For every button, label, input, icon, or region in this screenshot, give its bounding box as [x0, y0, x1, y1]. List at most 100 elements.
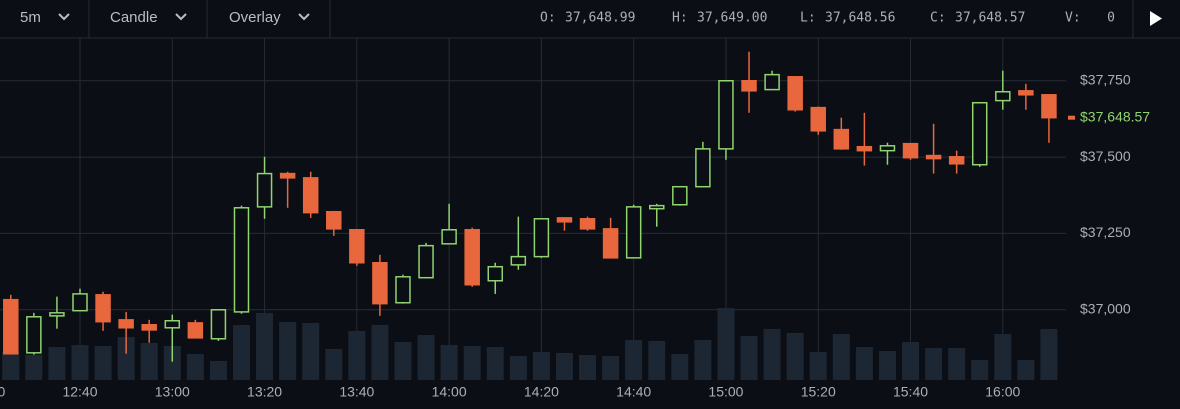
candle-body: [833, 128, 850, 150]
volume-bar: [717, 308, 735, 380]
volume-bar: [256, 313, 274, 380]
volume-bar: [94, 346, 112, 380]
stat-value: 37,648.57: [955, 11, 1025, 26]
volume-bar: [371, 325, 389, 380]
stat-label: H:: [672, 11, 688, 26]
volume-bar: [302, 323, 320, 380]
candle-body: [695, 148, 711, 188]
volume-bar: [878, 351, 896, 380]
overlay-select[interactable]: Overlay: [229, 9, 281, 26]
volume-bar: [671, 354, 689, 380]
volume-bar: [325, 349, 343, 380]
volume-bar: [855, 347, 873, 380]
x-tick-label: 13:00: [155, 384, 190, 400]
x-tick-label: 14:00: [432, 384, 467, 400]
volume-bar: [994, 334, 1012, 380]
candle-body: [72, 293, 88, 312]
volume-bar: [509, 356, 527, 380]
candle-body: [349, 229, 365, 264]
chart-type-select[interactable]: Candle: [110, 9, 158, 26]
candle-body: [26, 316, 42, 354]
volume-bar: [279, 322, 297, 380]
volume-bar: [555, 353, 573, 380]
candle-body: [787, 76, 803, 111]
candle-body: [3, 298, 19, 355]
chevron: [175, 13, 187, 21]
toolbar: 5m Candle Overlay: [0, 0, 1180, 39]
volume-bar: [486, 347, 504, 380]
candle-body: [164, 320, 181, 329]
candle-body: [579, 218, 596, 230]
volume-bar: [463, 346, 481, 380]
volume-bar: [532, 352, 550, 380]
volume-bar: [48, 347, 66, 380]
last-price-label: $37,648.57: [1080, 108, 1150, 124]
volume-bar: [71, 345, 89, 380]
candle-body: [187, 322, 204, 339]
volume-bar: [394, 342, 412, 380]
volume-bar: [602, 356, 620, 380]
x-tick-label: 14:20: [524, 384, 559, 400]
candle-body: [464, 229, 480, 286]
candle-body: [487, 265, 504, 282]
volume-bar: [232, 325, 250, 380]
candle-body: [810, 106, 826, 132]
candle-body: [533, 218, 550, 258]
volume-bar: [1040, 329, 1058, 380]
x-tick-label: 16:00: [985, 384, 1020, 400]
volume-bar: [786, 333, 804, 380]
price-marker: [1068, 115, 1075, 120]
candle-body: [1041, 94, 1057, 119]
candle-body: [672, 185, 688, 206]
candle-body: [118, 319, 134, 329]
x-tick-label: 13:40: [339, 384, 374, 400]
y-tick-label: $37,000: [1080, 300, 1131, 316]
candle-body: [210, 309, 227, 340]
volume-bar: [579, 355, 597, 380]
stat-value: 0: [1107, 11, 1115, 26]
x-tick-label: 12:20: [0, 384, 5, 400]
volume-bar: [694, 340, 712, 380]
candle-body: [279, 172, 296, 179]
candle-body: [1018, 90, 1034, 96]
chevron: [298, 13, 310, 21]
volume-bar: [163, 346, 181, 380]
volume-bar: [809, 352, 827, 380]
candle-body: [141, 323, 157, 331]
volume-bar: [648, 341, 666, 380]
candle-body: [995, 90, 1011, 102]
volume-bar: [1017, 360, 1035, 380]
volume-bar: [971, 360, 989, 380]
y-tick-label: $37,750: [1080, 71, 1131, 87]
candle-body: [372, 261, 388, 305]
candle-body: [395, 276, 411, 304]
candle-body: [948, 156, 965, 165]
play-button[interactable]: [1150, 11, 1162, 26]
candle-body: [764, 73, 780, 91]
volume-bar: [763, 329, 781, 380]
chevron: [58, 13, 70, 21]
x-tick-label: 14:40: [616, 384, 651, 400]
volume-bar: [440, 345, 458, 380]
candle-body: [741, 80, 757, 92]
candle-body: [256, 172, 273, 208]
candle-body: [418, 244, 434, 279]
volume-bar: [740, 336, 758, 380]
candle-body: [718, 80, 734, 150]
candle-body: [879, 145, 896, 152]
interval-select[interactable]: 5m: [20, 9, 41, 26]
volume-bar: [348, 331, 366, 380]
volume-bar: [25, 355, 43, 380]
stat-label: O:: [540, 11, 556, 26]
candle-body: [625, 206, 642, 259]
volume-bar: [948, 348, 966, 380]
volume-bar: [902, 342, 920, 380]
candle-body: [233, 207, 250, 313]
candle-body: [302, 177, 319, 214]
volume-bar: [186, 354, 204, 380]
stat-label: L:: [800, 11, 816, 26]
x-tick-label: 15:20: [801, 384, 836, 400]
x-tick-label: 13:20: [247, 384, 282, 400]
